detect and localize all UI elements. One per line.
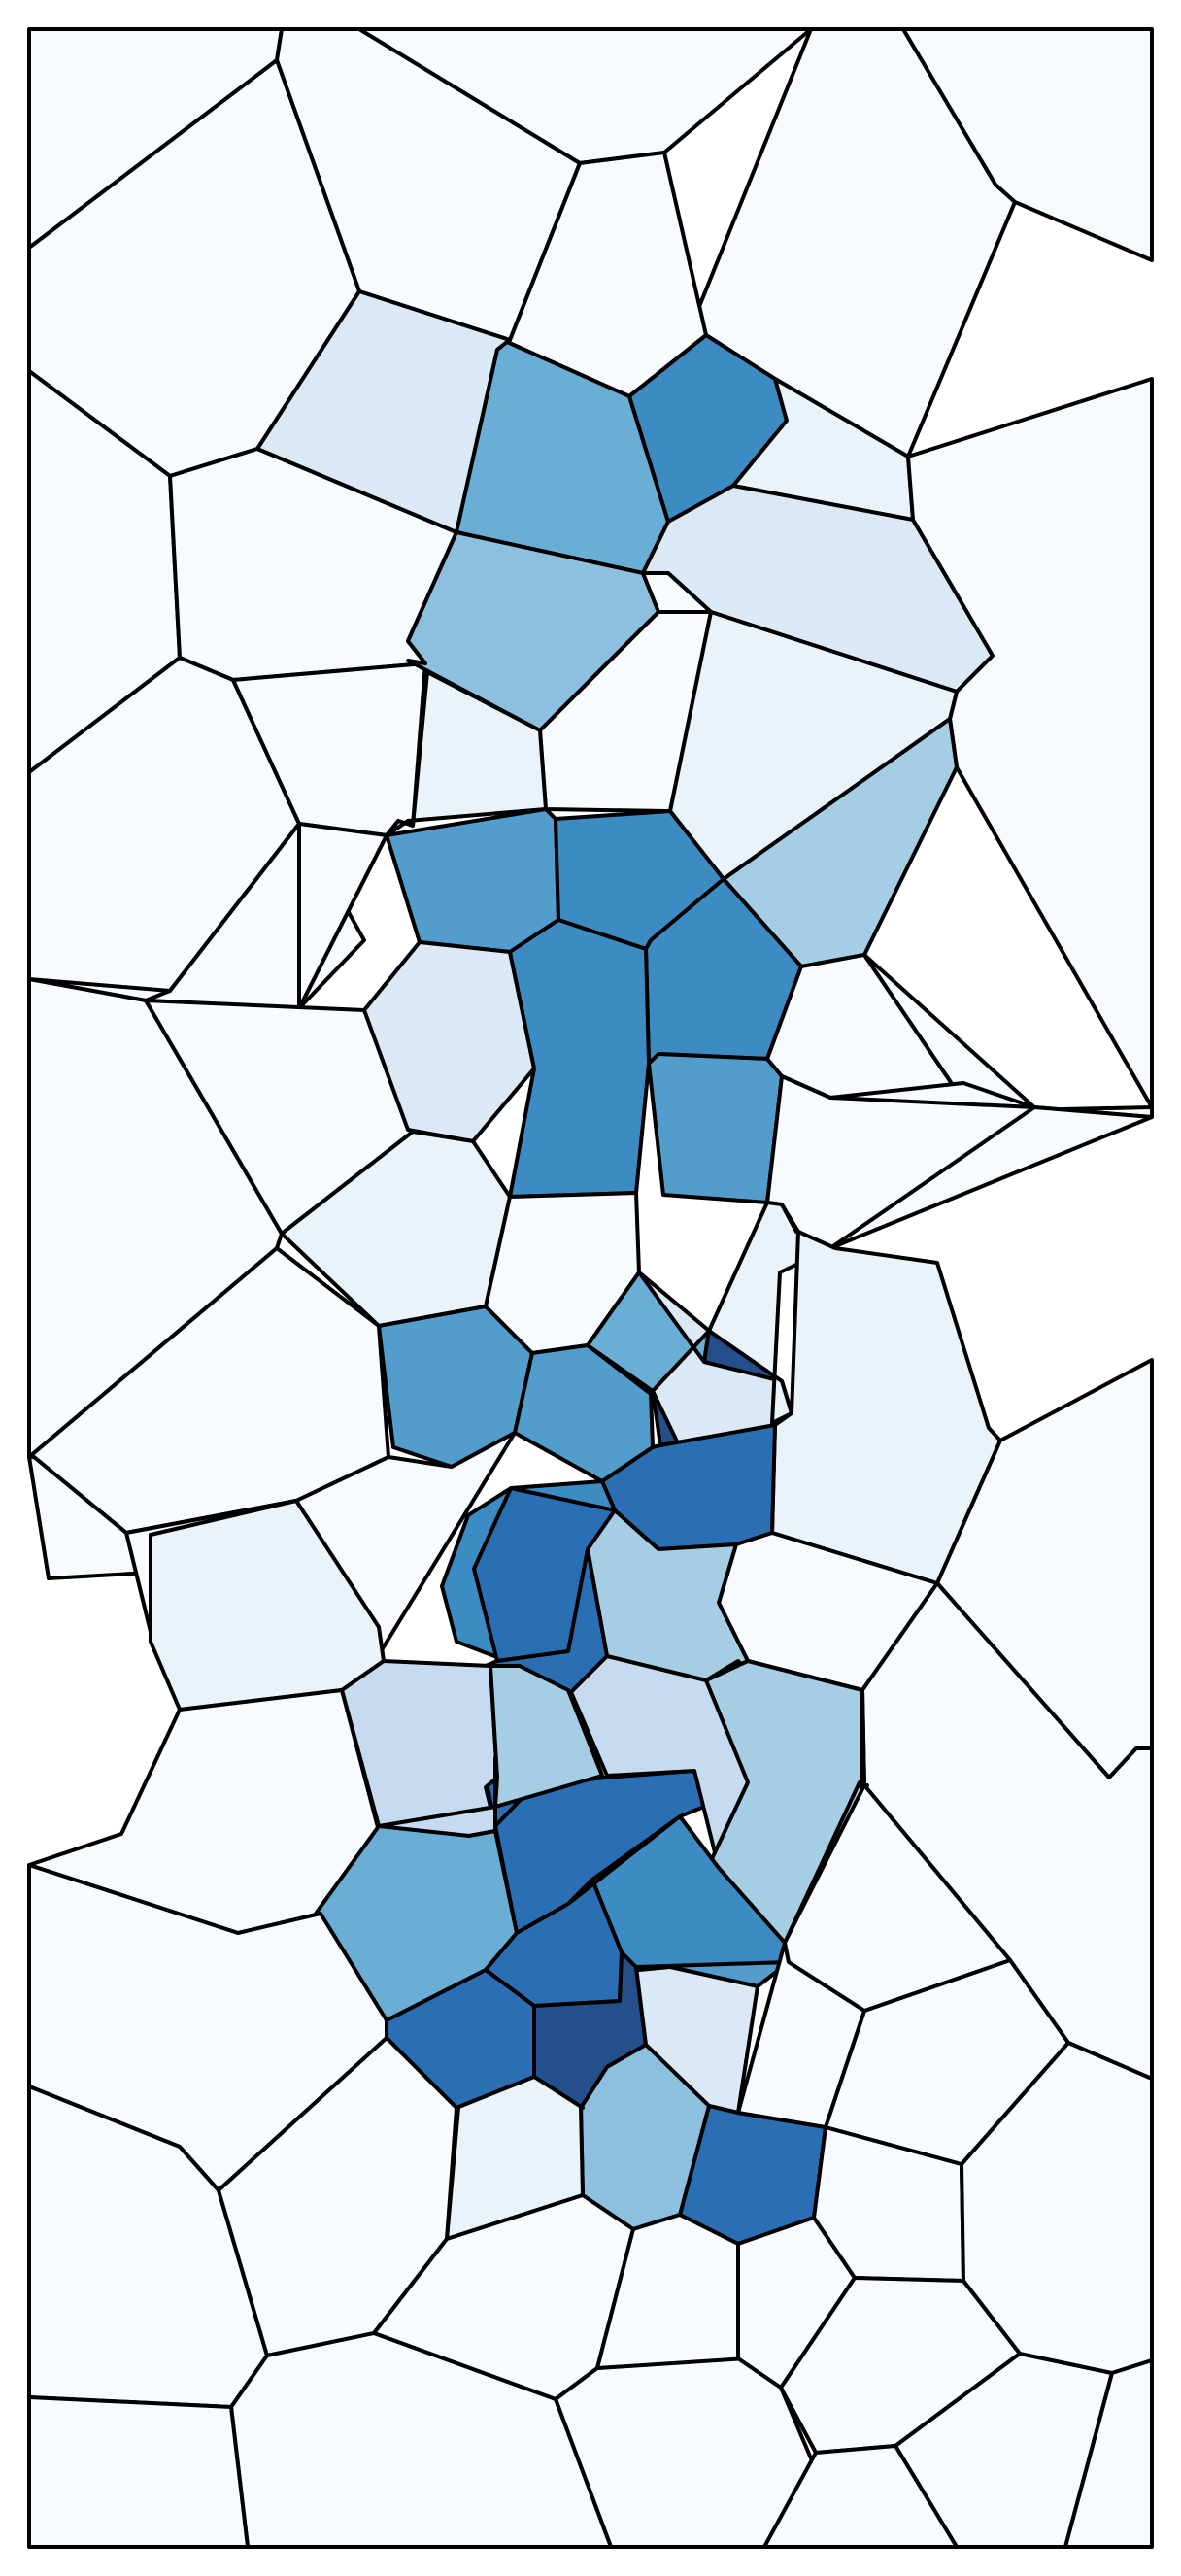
voronoi-cell <box>508 918 651 1199</box>
voronoi-cell <box>901 27 1154 262</box>
voronoi-cell <box>647 1052 784 1204</box>
voronoi-cell <box>762 2444 959 2549</box>
voronoi-cell <box>27 2395 250 2549</box>
cells-group <box>27 27 1154 2549</box>
voronoi-cell <box>297 819 410 1010</box>
voronoi-cell <box>783 1783 1012 2013</box>
voronoi-cell <box>1063 2358 1154 2549</box>
